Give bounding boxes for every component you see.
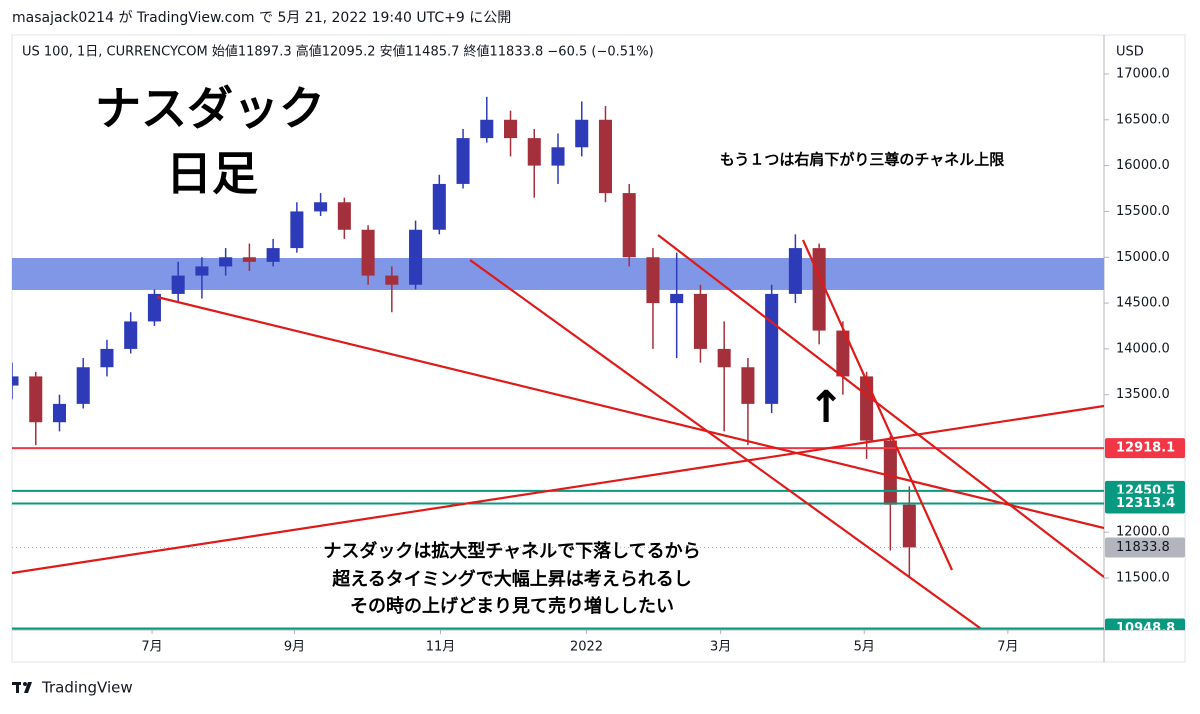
symbol-legend: US 100, 1日, CURRENCYCOM 始値11897.3 高値1209… <box>22 44 654 60</box>
plot <box>12 96 1104 630</box>
x-tick-label: 9月 <box>284 640 305 655</box>
candle-body <box>29 376 43 423</box>
header: masajack0214 が TradingView.com で 5月 21, … <box>12 10 511 26</box>
y-tick-label: 13500.0 <box>1116 387 1170 402</box>
x-tick-label: 7月 <box>997 640 1018 655</box>
y-tick-label: 12000.0 <box>1116 525 1170 540</box>
candle-body <box>693 293 707 349</box>
y-tick-label: 14000.0 <box>1116 341 1170 356</box>
x-tick-label: 7月 <box>141 640 162 655</box>
candle-body <box>670 293 684 304</box>
candle-body <box>646 257 660 304</box>
candle-body <box>622 193 636 258</box>
x-tick-label: 2022 <box>570 640 603 655</box>
last-price-box <box>1105 537 1185 558</box>
trend-line <box>801 239 954 571</box>
arrow-annotation: ↑ <box>808 382 845 433</box>
logo-mark <box>23 682 27 686</box>
trend-line <box>469 259 981 629</box>
candle-body <box>741 367 755 404</box>
title: 日足 <box>166 147 258 201</box>
level-label-box <box>1105 438 1185 459</box>
candle-body <box>456 138 470 184</box>
candle-body <box>52 403 67 423</box>
candle-body <box>337 202 351 230</box>
y-tick-label: 14500.0 <box>1116 296 1170 311</box>
candle-body <box>503 119 518 139</box>
level-label: 10948.8 <box>1116 621 1175 636</box>
candle-body <box>717 348 731 368</box>
candle-body <box>385 275 399 285</box>
y-tick-label: 17000.0 <box>1116 66 1170 81</box>
x-tick-label: 5月 <box>854 640 875 655</box>
y-tick-label: 16500.0 <box>1116 112 1170 127</box>
chart-frame <box>11 34 1186 663</box>
candle-body <box>575 119 589 148</box>
candle-body <box>480 119 494 139</box>
candle-body <box>361 229 375 276</box>
trend-lines <box>12 234 1104 629</box>
logo: TradingView <box>12 679 133 697</box>
footer-brand: TradingView <box>41 679 133 697</box>
trend-line <box>12 404 1104 575</box>
candle-body <box>171 275 185 294</box>
candle-body <box>551 147 565 166</box>
x-tick-label: 3月 <box>710 640 731 655</box>
candle-body <box>432 183 446 230</box>
trend-line <box>657 234 1104 578</box>
candle-body <box>598 119 613 194</box>
logo-mark <box>16 682 19 693</box>
candle-body <box>12 376 19 386</box>
level-label-box <box>1105 618 1185 630</box>
resistance-zone <box>12 257 1104 290</box>
candle-body <box>902 504 916 548</box>
price-axis: 11500.0 12000.0 13500.0 14000.0 14500.0 15000… <box>1104 66 1185 636</box>
logo-mark <box>24 682 32 693</box>
candle-body <box>527 138 541 166</box>
candle-body <box>219 257 233 267</box>
annotation: ナスダックは拡大型チャネルで下落してるから <box>323 540 700 562</box>
x-tick-label: 11月 <box>426 640 456 655</box>
candle-body <box>124 321 138 349</box>
candle-body <box>883 440 897 505</box>
candle-body <box>860 376 874 441</box>
currency: USD <box>1116 45 1144 60</box>
y-tick-label: 15000.0 <box>1116 250 1170 265</box>
candle-body <box>788 248 802 294</box>
candle-body <box>314 202 328 212</box>
candle-body <box>812 248 826 331</box>
candle-body <box>409 229 423 285</box>
y-tick-label: 11500.0 <box>1116 571 1170 586</box>
level-label: 12313.4 <box>1116 496 1175 511</box>
candle-body <box>242 257 256 262</box>
level-label: 12918.1 <box>1116 441 1175 456</box>
y-tick-label: 15500.0 <box>1116 204 1170 219</box>
candle-body <box>266 248 280 262</box>
level-label-box <box>1105 493 1185 514</box>
trend-line <box>156 295 1104 530</box>
annotation: その時の上げどまり見て売り増ししたい <box>350 595 674 617</box>
candle-body <box>195 266 209 276</box>
candle-body <box>290 211 304 249</box>
last-price-label: 11833.8 <box>1116 540 1170 555</box>
candle-body <box>765 293 779 404</box>
candle-body <box>100 348 114 368</box>
candle-body <box>836 330 850 377</box>
annotation: 超えるタイミングで大幅上昇は考えられるし <box>332 568 691 590</box>
y-tick-label: 16000.0 <box>1116 158 1170 173</box>
candle-body <box>147 293 161 322</box>
title: ナスダック <box>95 82 325 136</box>
candle-body <box>76 367 90 404</box>
annotation: もう１つは右肩下がり三尊のチャネル上限 <box>720 151 1004 169</box>
